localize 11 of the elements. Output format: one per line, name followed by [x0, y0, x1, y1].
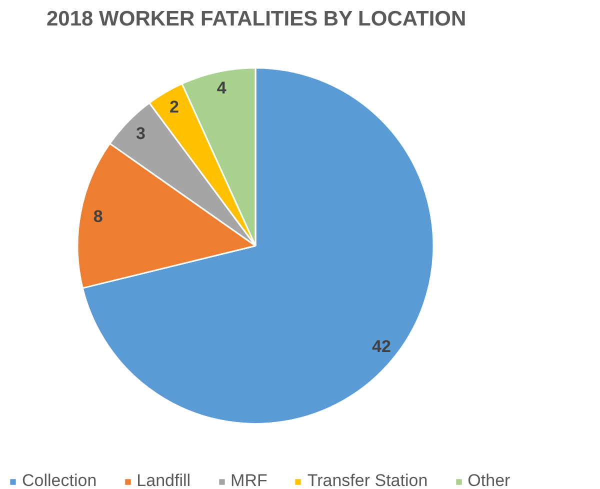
legend-label: Transfer Station — [307, 471, 428, 489]
chart-title: 2018 WORKER FATALITIES BY LOCATION — [46, 8, 466, 30]
legend-label: Landfill — [136, 471, 191, 489]
data-label: 3 — [136, 124, 146, 143]
legend-label: MRF — [230, 471, 268, 489]
data-label: 2 — [169, 97, 179, 116]
data-label: 42 — [372, 336, 391, 356]
legend-label: Other — [468, 471, 510, 489]
data-label: 4 — [216, 78, 227, 98]
legend-label: Collection — [22, 471, 97, 489]
data-label: 8 — [93, 206, 103, 226]
